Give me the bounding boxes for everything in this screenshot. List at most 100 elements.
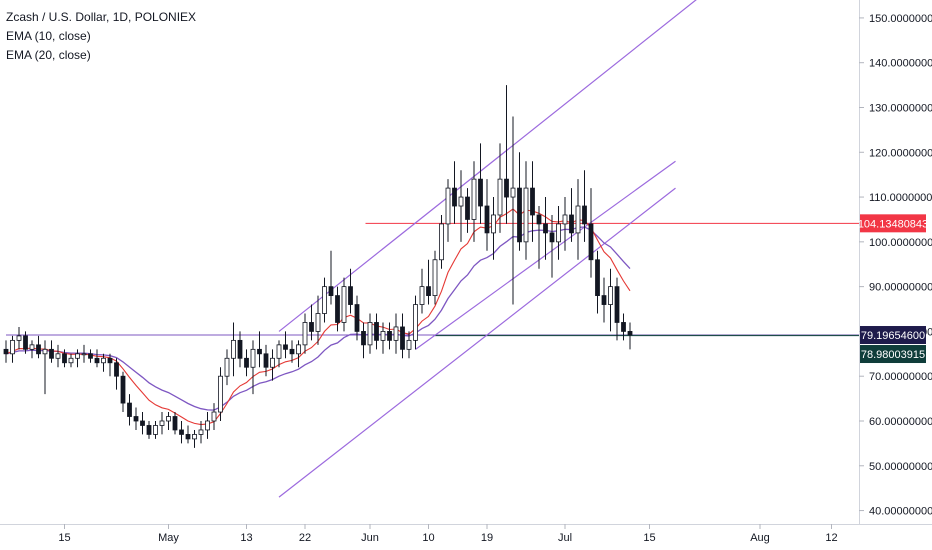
candle-body bbox=[445, 187, 451, 225]
candle-body bbox=[478, 178, 483, 207]
candle-body bbox=[491, 214, 496, 234]
x-tick-label: 22 bbox=[299, 532, 311, 544]
y-tick-label: 50.00000000 bbox=[869, 461, 932, 473]
candle-body bbox=[16, 335, 22, 341]
candle-body bbox=[120, 375, 126, 404]
y-tick-label: 110.00000000 bbox=[869, 192, 932, 204]
candle-body bbox=[68, 357, 74, 364]
y-tick-label: 40.00000000 bbox=[869, 506, 932, 518]
candle-body bbox=[374, 322, 379, 341]
candle-body bbox=[263, 353, 269, 368]
candle-body bbox=[556, 223, 561, 243]
candle-body bbox=[315, 313, 321, 332]
candle-body bbox=[23, 335, 28, 350]
candle-body bbox=[439, 223, 444, 261]
candle-body bbox=[244, 357, 249, 368]
candle-body bbox=[218, 375, 223, 413]
candle-body bbox=[393, 326, 399, 341]
y-tick-label: 60.00000000 bbox=[869, 416, 932, 428]
candle-body bbox=[588, 223, 594, 261]
candle-body bbox=[276, 344, 282, 359]
candle-body bbox=[413, 304, 418, 341]
candle-body bbox=[166, 416, 171, 422]
candle-body bbox=[504, 178, 509, 198]
candle-body bbox=[101, 357, 106, 364]
price-axis[interactable]: 40.00000000 50.00000000 60.00000000 70.0000… bbox=[859, 13, 932, 518]
plot-background bbox=[0, 0, 859, 524]
candle-body bbox=[185, 434, 191, 440]
x-tick-label: 10 bbox=[422, 532, 434, 544]
badge-resistance-price: 104.13480843 bbox=[858, 218, 928, 230]
candle-body bbox=[400, 326, 405, 350]
candle-body bbox=[426, 286, 431, 296]
candle-body bbox=[458, 196, 464, 207]
candle-body bbox=[224, 357, 230, 377]
candle-body bbox=[3, 348, 9, 355]
price-badges: 104.13480843 79.19654600 78.98003915 bbox=[858, 214, 928, 364]
badge-last-price-bg bbox=[860, 326, 926, 345]
y-tick-label: 70.00000000 bbox=[869, 371, 932, 383]
candle-body bbox=[348, 286, 353, 305]
x-tick-label: 19 bbox=[481, 532, 493, 544]
candle-body bbox=[582, 205, 587, 225]
candle-body bbox=[36, 344, 41, 355]
candle-body bbox=[465, 196, 470, 220]
candle-body bbox=[81, 353, 87, 356]
x-tick-label: May bbox=[158, 532, 179, 544]
candle-body bbox=[140, 420, 145, 426]
candle-body bbox=[595, 259, 600, 296]
candle-body bbox=[484, 205, 490, 234]
candle-body bbox=[517, 187, 522, 243]
candle-body bbox=[211, 411, 217, 422]
candle-body bbox=[172, 416, 178, 431]
badge-last-price: 79.19654600 bbox=[861, 330, 925, 342]
candle-body bbox=[107, 357, 113, 364]
candle-body bbox=[94, 357, 100, 364]
x-tick-label: 12 bbox=[825, 532, 837, 544]
candle-body bbox=[55, 353, 61, 359]
x-tick-label: Jun bbox=[361, 532, 379, 544]
candle-body bbox=[335, 295, 340, 323]
y-tick-label: 90.00000000 bbox=[869, 282, 932, 294]
channel-upper-line bbox=[278, 0, 697, 332]
candle-body bbox=[536, 214, 542, 225]
candle-body bbox=[471, 178, 477, 220]
candle-body bbox=[159, 420, 165, 426]
y-tick-label: 120.00000000 bbox=[869, 147, 932, 159]
candle-body bbox=[114, 362, 119, 377]
candle-body bbox=[62, 353, 67, 364]
x-tick-label: 15 bbox=[643, 532, 655, 544]
candle-body bbox=[367, 322, 373, 346]
x-tick-label: Aug bbox=[750, 532, 770, 544]
candle-body bbox=[231, 339, 236, 359]
candle-body bbox=[361, 331, 366, 346]
badge-close-price-bg bbox=[860, 345, 926, 364]
candle-body bbox=[322, 286, 327, 314]
y-tick-label: 150.00000000 bbox=[869, 13, 932, 25]
candle-body bbox=[452, 187, 457, 207]
candle-body bbox=[543, 223, 548, 234]
badge-resistance-price-bg bbox=[860, 214, 926, 233]
y-tick-label: 140.00000000 bbox=[869, 58, 932, 70]
candle-body bbox=[250, 348, 256, 368]
legend-symbol-title[interactable]: Zcash / U.S. Dollar, 1D, POLONIEX bbox=[6, 10, 197, 24]
candle-body bbox=[205, 420, 210, 431]
candle-body bbox=[237, 339, 243, 359]
candle-body bbox=[569, 214, 574, 234]
candle-body bbox=[608, 286, 613, 305]
x-tick-label: 13 bbox=[240, 532, 252, 544]
legend-ema-10[interactable]: EMA (10, close) bbox=[6, 29, 91, 43]
legend-ema-20[interactable]: EMA (20, close) bbox=[6, 48, 91, 62]
candle-body bbox=[562, 214, 568, 225]
candle-body bbox=[289, 348, 295, 355]
candle-body bbox=[328, 286, 334, 296]
candle-body bbox=[627, 331, 633, 336]
badge-close-price: 78.98003915 bbox=[861, 349, 925, 361]
candle-body bbox=[309, 322, 314, 332]
y-tick-label: 130.00000000 bbox=[869, 102, 932, 114]
candle-body bbox=[380, 331, 386, 341]
candle-body bbox=[530, 187, 535, 216]
y-tick-label: 100.00000000 bbox=[869, 237, 932, 249]
time-axis[interactable]: 15 May 13 22 Jun 10 19 Jul 15 Aug 12 bbox=[58, 524, 838, 544]
